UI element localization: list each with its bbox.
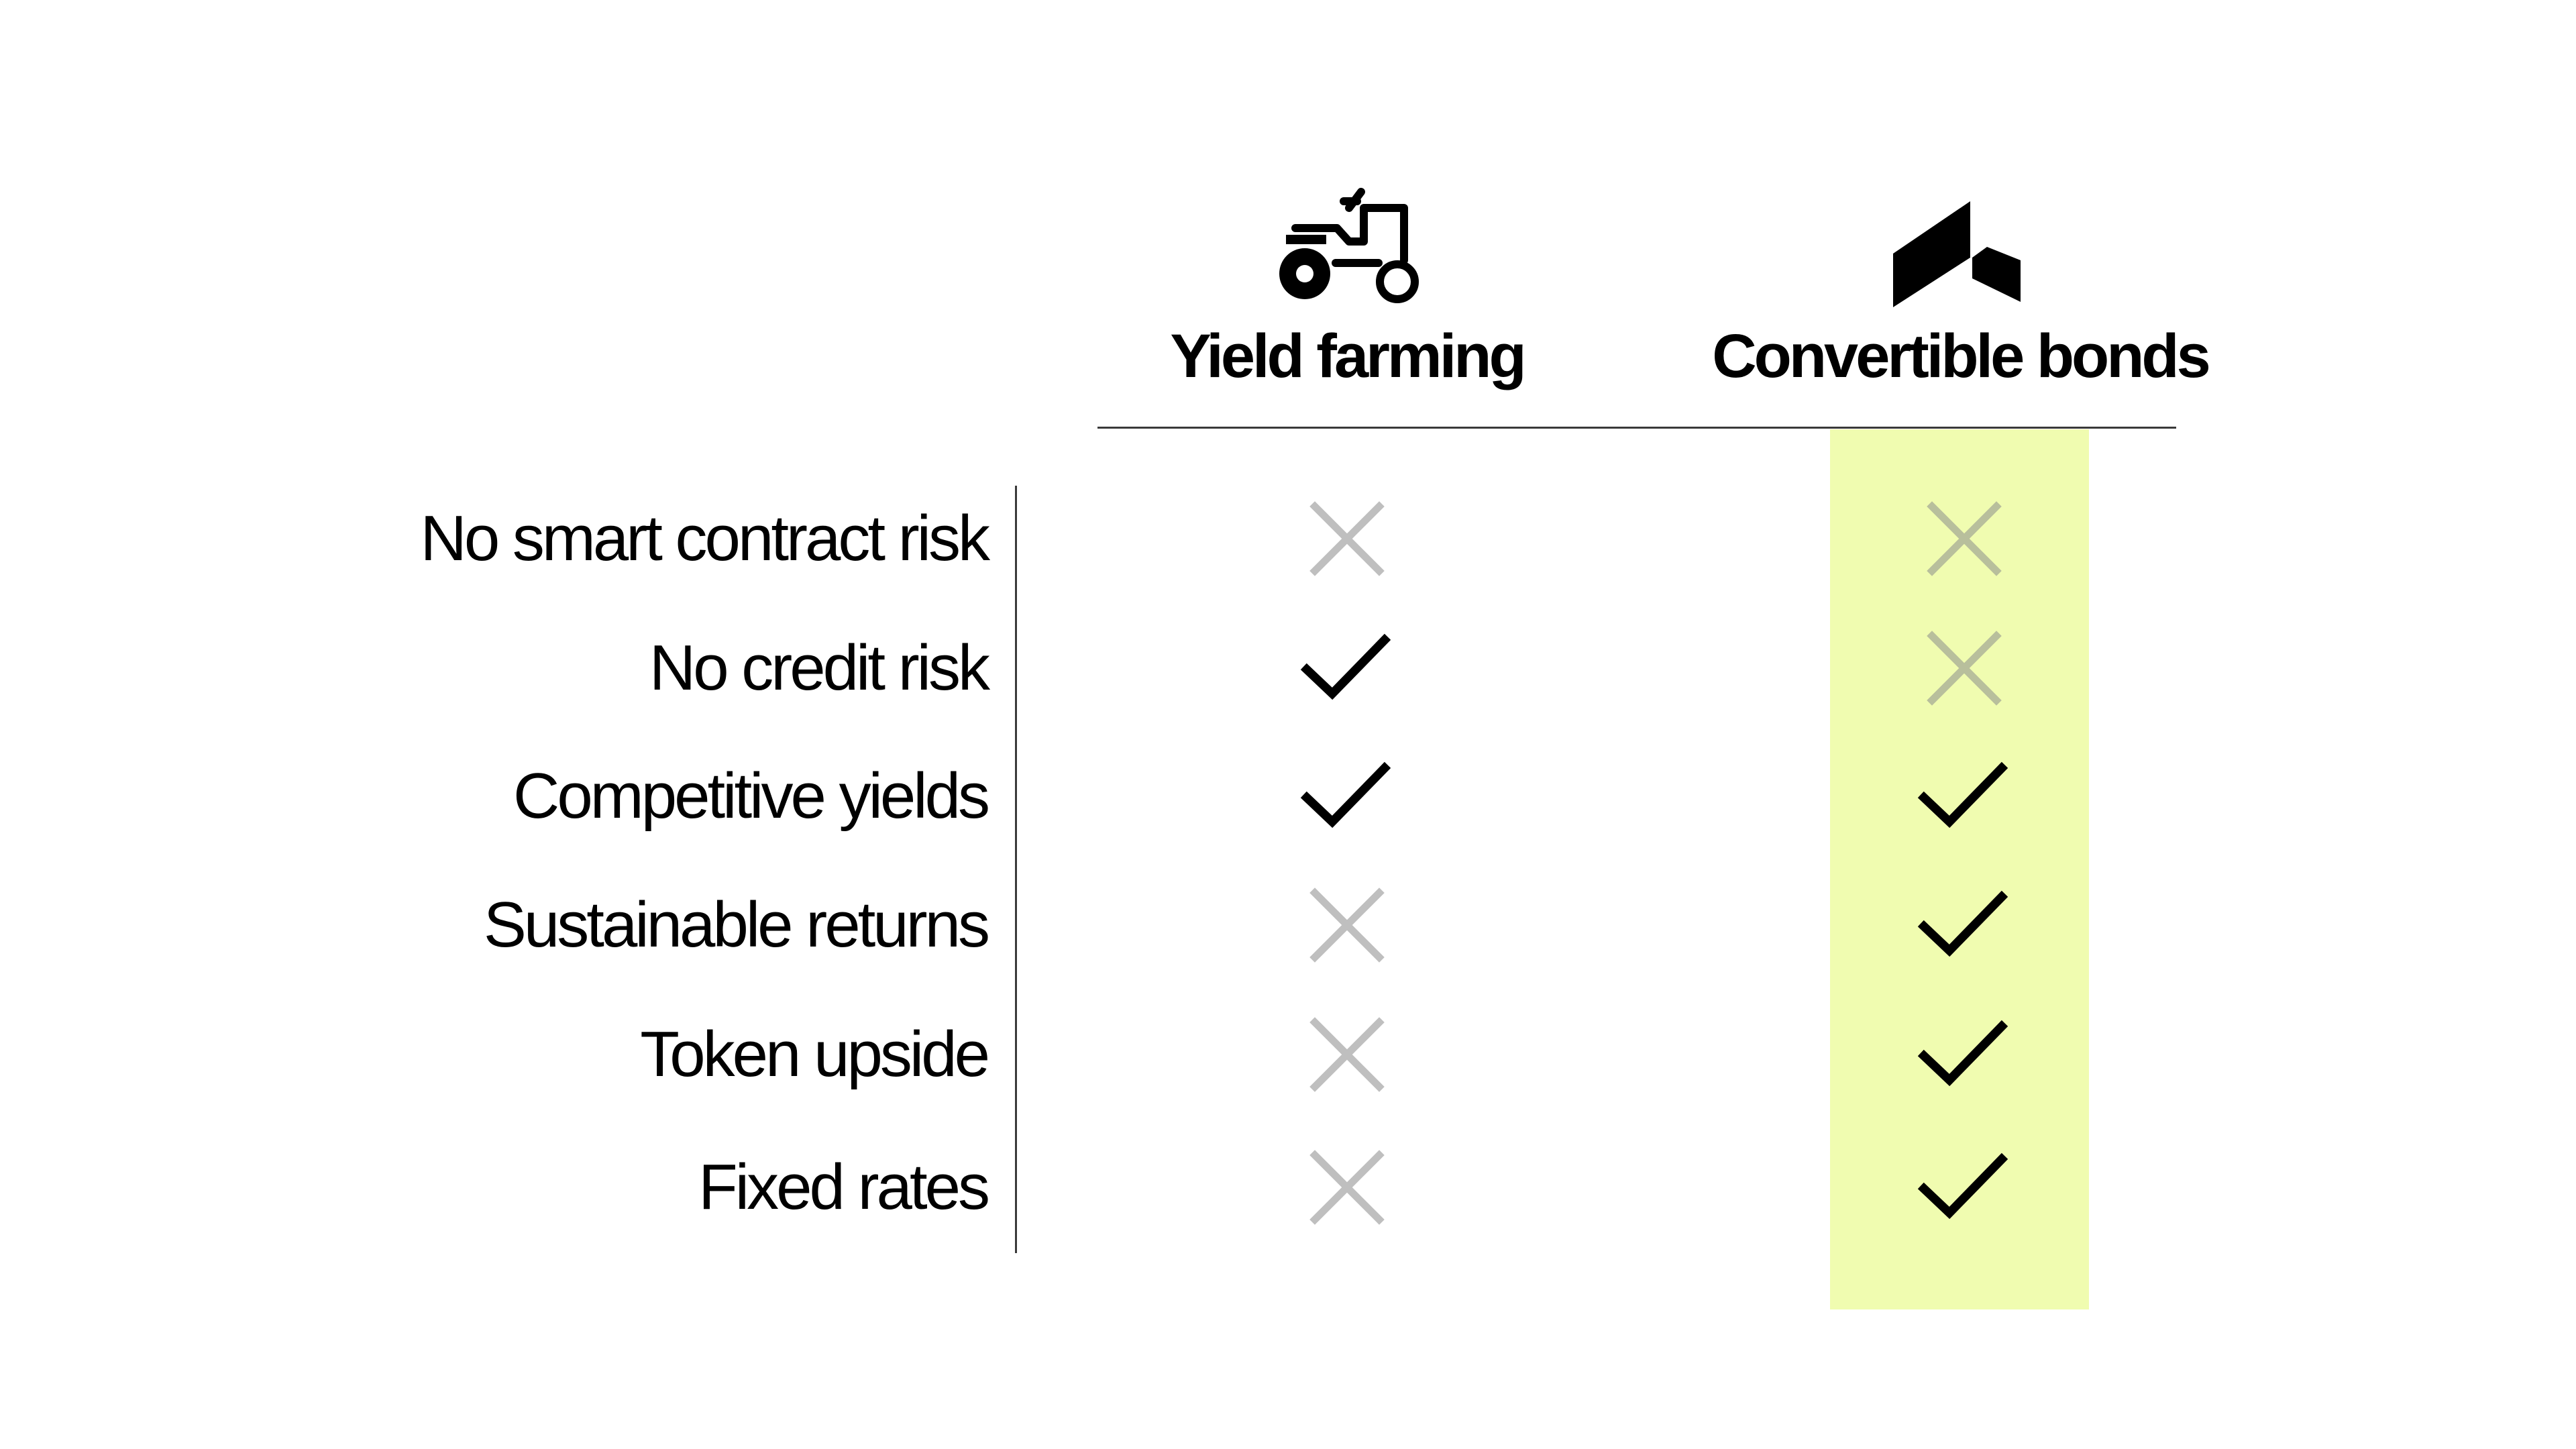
check-icon: [1917, 1140, 2011, 1234]
row-labels-divider: [1015, 486, 1017, 1253]
logo-peak-icon: [1893, 181, 2027, 309]
column-header-yield-farming: Yield farming: [1045, 181, 1649, 393]
header-divider: [1097, 427, 2176, 429]
cross-icon: [1300, 1008, 1394, 1102]
cross-icon: [1917, 492, 2011, 586]
tractor-icon: [1270, 181, 1424, 309]
row-label: No smart contract risk: [420, 502, 990, 574]
column-title: Convertible bonds: [1712, 322, 2211, 390]
check-icon: [1300, 621, 1394, 715]
check-icon: [1917, 878, 2011, 972]
row-label: No credit risk: [649, 632, 990, 704]
cross-icon: [1300, 1140, 1394, 1234]
cross-icon: [1300, 878, 1394, 972]
column-title: Yield farming: [1170, 322, 1526, 390]
cross-icon: [1300, 492, 1394, 586]
row-label: Competitive yields: [513, 760, 990, 832]
check-icon: [1917, 749, 2011, 843]
check-icon: [1300, 749, 1394, 843]
highlighted-column-background: [1830, 429, 2089, 1309]
check-icon: [1917, 1008, 2011, 1102]
row-label: Token upside: [640, 1018, 990, 1090]
row-label: Fixed rates: [698, 1151, 990, 1223]
row-label: Sustainable returns: [483, 889, 990, 961]
column-header-convertible-bonds: Convertible bonds: [1658, 181, 2262, 393]
cross-icon: [1917, 621, 2011, 715]
